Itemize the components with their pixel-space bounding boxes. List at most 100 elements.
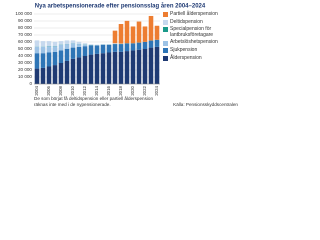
bar-segment: [130, 43, 136, 51]
bar-segment: [112, 51, 118, 84]
bar-segment: [52, 46, 58, 52]
bar-segment: [124, 20, 130, 44]
x-tick-label: 2022: [142, 85, 147, 95]
legend-swatch: [163, 12, 168, 18]
legend-swatch: [163, 27, 168, 33]
legend-swatch: [163, 19, 168, 25]
y-tick-label: 40 000: [18, 53, 32, 58]
bar-segment: [130, 26, 136, 44]
legend-item: Deltidspension: [163, 18, 239, 26]
bar-segment: [34, 68, 40, 84]
bar-segment: [46, 46, 52, 53]
x-tick-label: 2016: [106, 85, 111, 95]
y-tick-label: 60 000: [18, 39, 32, 44]
bar-segment: [40, 53, 46, 68]
legend-label: Arbetslöshetspension: [170, 39, 218, 46]
bar-segment: [34, 53, 40, 69]
y-tick-label: 100 000: [15, 11, 32, 16]
bar-segment: [52, 51, 58, 66]
bar-segment: [70, 47, 76, 59]
bar-segment: [34, 40, 40, 47]
bar-segment: [46, 52, 52, 67]
bar-segment: [118, 24, 124, 44]
bar-segment: [82, 43, 88, 45]
bar-segment: [124, 43, 130, 52]
bar-segment: [40, 41, 46, 47]
bar-segment: [58, 41, 64, 45]
x-tick-label: 2010: [70, 85, 75, 95]
x-tick-label: 2018: [118, 85, 123, 95]
y-tick-label: 10 000: [18, 74, 32, 79]
bar-segment: [70, 40, 76, 44]
bar-segment: [94, 53, 100, 84]
bar-segment: [76, 41, 82, 44]
note: De som börjat få deltidspension eller pa…: [34, 95, 153, 101]
bar-segment: [46, 66, 52, 84]
y-tick-label: 50 000: [18, 46, 32, 51]
bar-segment: [118, 44, 124, 52]
bar-segment: [148, 47, 154, 84]
bar-segment: [76, 57, 82, 84]
bar-segment: [100, 44, 106, 54]
bar-segment: [136, 21, 142, 43]
x-tick-label: 2012: [82, 85, 87, 95]
bar-segment: [88, 44, 94, 45]
bar-segment: [136, 42, 142, 50]
legend-item: Specialpension för lantbruksföretagare: [163, 26, 239, 38]
bar-segment: [130, 50, 136, 84]
bar-segment: [94, 44, 100, 46]
x-tick-label: 2006: [46, 85, 51, 95]
legend-swatch: [163, 40, 168, 46]
x-tick-label: 2020: [130, 85, 135, 95]
bar-segment: [40, 67, 46, 84]
legend-label: Sjukpension: [170, 46, 198, 53]
bar-segment: [154, 25, 160, 40]
x-tick-label: 2008: [58, 85, 63, 95]
bar-segment: [82, 56, 88, 84]
bar-segment: [100, 53, 106, 84]
bar-segment: [136, 49, 142, 84]
legend-swatch: [163, 48, 168, 54]
bar-segment: [106, 43, 112, 45]
bar-segment: [94, 45, 100, 54]
x-tick-label: 2004: [34, 85, 39, 95]
x-tick-label: 2014: [94, 85, 99, 95]
legend-swatch: [163, 55, 168, 61]
bar-segment: [46, 41, 52, 46]
bar-segment: [148, 40, 154, 48]
bar-segment: [148, 15, 154, 41]
bar-segment: [142, 26, 148, 42]
bar-segment: [124, 51, 130, 84]
legend-item: Partiell ålderspension: [163, 11, 239, 18]
bar-segment: [70, 43, 76, 48]
source: Källa: Pensionsskyddscentralen: [173, 102, 238, 107]
bar-segment: [52, 41, 58, 46]
bar-segment: [40, 46, 46, 54]
bar-segment: [34, 46, 40, 54]
note: räknas inte med i de nypensionerade.: [34, 102, 111, 107]
legend-item: Ålderspension: [163, 54, 239, 62]
page: Nya arbetspensionerade efter pensionssla…: [0, 0, 240, 110]
y-tick-label: 20 000: [18, 67, 32, 72]
bar-segment: [100, 43, 106, 45]
legend-label: Deltidspension: [170, 18, 203, 25]
bar-segment: [118, 51, 124, 84]
y-tick-label: 90 000: [18, 18, 32, 23]
bar-segment: [142, 49, 148, 84]
legend: Partiell ålderspension Deltidspension Spec…: [163, 11, 239, 63]
bar-segment: [70, 58, 76, 84]
bar-segment: [112, 43, 118, 44]
chart-title: Nya arbetspensionerade efter pensionssla…: [35, 3, 206, 10]
bar-segment: [58, 50, 64, 63]
legend-label: Ålderspension: [170, 54, 202, 61]
bar-segment: [52, 65, 58, 84]
bar-segment: [154, 39, 160, 47]
bar-segment: [112, 44, 118, 52]
bar-segment: [82, 44, 88, 47]
y-tick-label: 70 000: [18, 32, 32, 37]
x-tick-label: 2024: [154, 85, 159, 95]
bar-segment: [58, 63, 64, 84]
bar-segment: [154, 46, 160, 84]
bar-segment: [88, 45, 94, 55]
bar-segment: [88, 54, 94, 84]
